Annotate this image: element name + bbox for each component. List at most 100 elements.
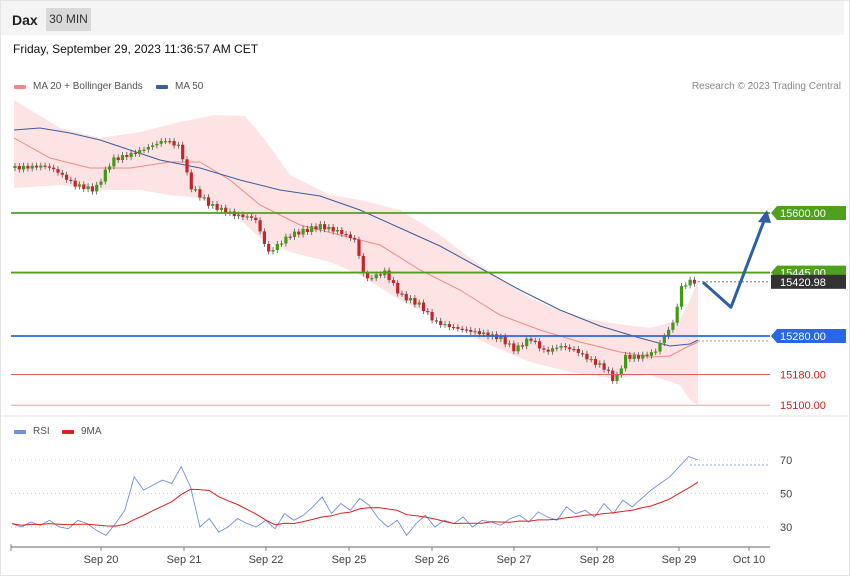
candle-up xyxy=(142,149,146,151)
candle-down xyxy=(258,220,262,232)
candle-up xyxy=(482,332,486,335)
candle-down xyxy=(464,329,469,331)
candle-down xyxy=(314,226,318,230)
legend-ma50-label: MA 50 xyxy=(175,81,204,92)
x-axis-label: Sep 25 xyxy=(332,554,367,566)
level-label-resistance: 15600.00 xyxy=(780,208,826,220)
candle-down xyxy=(133,152,137,154)
legend-rsi-label: RSI xyxy=(33,426,50,437)
candle-down xyxy=(288,236,292,238)
candle-down xyxy=(546,349,550,352)
candle-down xyxy=(172,141,176,146)
candle-up xyxy=(370,278,374,280)
candle-up xyxy=(202,197,206,199)
candle-down xyxy=(297,231,301,235)
candle-down xyxy=(254,217,258,221)
candle-down xyxy=(56,169,60,173)
level-label-support: 15100.00 xyxy=(780,400,826,412)
candle-up xyxy=(335,230,340,232)
candle-up xyxy=(658,343,662,352)
candle-up xyxy=(219,207,223,210)
candle-up xyxy=(619,368,623,375)
candle-up xyxy=(163,141,168,143)
candle-down xyxy=(400,293,404,295)
candle-down xyxy=(34,165,39,168)
timeframe-button[interactable]: 30 MIN xyxy=(46,8,91,31)
candle-up xyxy=(159,141,163,144)
candle-up xyxy=(624,354,628,369)
candle-down xyxy=(477,331,481,335)
candle-down xyxy=(60,172,64,175)
candle-up xyxy=(473,331,477,333)
candle-up xyxy=(662,336,666,344)
candle-down xyxy=(181,144,185,160)
candle-down xyxy=(421,302,426,311)
candle-down xyxy=(606,369,610,371)
copyright-label: Research © 2023 Trading Central xyxy=(691,81,841,92)
candle-down xyxy=(447,324,451,328)
candle-down xyxy=(305,228,309,232)
candle-down xyxy=(378,274,383,276)
toolbar: Dax 30 MIN xyxy=(1,1,844,35)
candle-up xyxy=(675,306,679,323)
candle-up xyxy=(615,374,619,381)
x-axis-label: Sep 29 xyxy=(662,554,697,566)
legend-ma20-label: MA 20 + Bollinger Bands xyxy=(33,81,143,92)
candle-down xyxy=(82,184,86,190)
x-axis-label: Oct 10 xyxy=(733,554,765,566)
level-tag-pivot xyxy=(771,329,846,343)
candle-down xyxy=(452,327,456,329)
candle-down xyxy=(469,329,473,332)
candle-down xyxy=(460,328,464,330)
legend-9ma-label: 9MA xyxy=(81,426,102,437)
candle-down xyxy=(391,280,395,283)
candle-down xyxy=(602,363,606,370)
candle-up xyxy=(667,329,671,337)
candle-up xyxy=(99,181,103,185)
candle-down xyxy=(520,345,524,347)
candle-up xyxy=(417,302,421,305)
candle-down xyxy=(198,189,202,198)
candle-up xyxy=(641,354,645,359)
candle-up xyxy=(550,348,555,352)
candle-up xyxy=(310,226,314,232)
forecast-arrow-head xyxy=(758,210,771,223)
candle-up xyxy=(22,165,26,170)
candle-up xyxy=(176,144,180,146)
candle-up xyxy=(271,250,275,252)
candle-down xyxy=(512,343,516,352)
legend-swatch-ma50 xyxy=(156,85,168,89)
level-tag-resistance xyxy=(771,206,846,220)
candle-down xyxy=(413,298,417,305)
candle-down xyxy=(344,234,348,236)
candle-down xyxy=(430,312,434,321)
candle-down xyxy=(361,255,365,274)
candle-down xyxy=(503,336,507,345)
candle-down xyxy=(185,159,189,173)
rsi-tick-label: 50 xyxy=(780,489,792,501)
candle-down xyxy=(241,214,245,218)
candle-down xyxy=(215,204,219,210)
bollinger-band-area xyxy=(14,100,698,405)
candle-down xyxy=(323,224,327,230)
candle-down xyxy=(593,359,598,365)
x-axis-label: Sep 20 xyxy=(84,554,119,566)
candle-down xyxy=(426,311,430,313)
candle-down xyxy=(189,172,193,190)
last-price-tag xyxy=(771,274,846,289)
candle-down xyxy=(439,320,443,325)
candle-up xyxy=(516,345,520,352)
candle-up xyxy=(39,165,43,168)
candle-down xyxy=(52,167,56,170)
candle-down xyxy=(538,341,542,349)
level-label-support: 15180.00 xyxy=(780,369,826,381)
candle-down xyxy=(366,273,370,279)
candle-up xyxy=(632,355,636,359)
candle-down xyxy=(486,332,490,337)
candle-down xyxy=(43,165,47,167)
candle-down xyxy=(563,346,567,348)
candle-up xyxy=(318,224,322,230)
candle-down xyxy=(396,282,400,294)
candle-up xyxy=(108,166,112,170)
legend-swatch-ma20 xyxy=(14,85,26,89)
